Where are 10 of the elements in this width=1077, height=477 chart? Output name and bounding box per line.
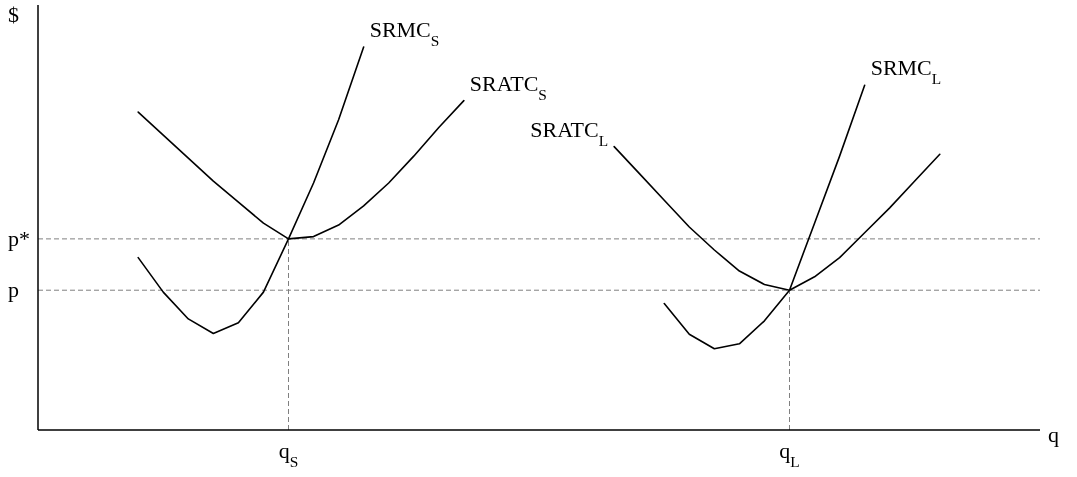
series-label: SRATC$_{S}$: [469, 70, 547, 103]
x-tick-label: q$_{S}$: [278, 438, 299, 470]
x-axis-title: q: [1048, 422, 1059, 447]
ref-line-label: p*: [8, 225, 30, 251]
series-label: SRATC$_{L}$: [530, 116, 609, 149]
ref-line-label: p: [8, 277, 19, 303]
series-label: SRMC$_{L}$: [870, 55, 942, 87]
series-label: SRMC$_{S}$: [369, 17, 440, 49]
y-axis-title: $: [8, 2, 19, 27]
x-tick-label: q$_{L}$: [779, 438, 800, 470]
